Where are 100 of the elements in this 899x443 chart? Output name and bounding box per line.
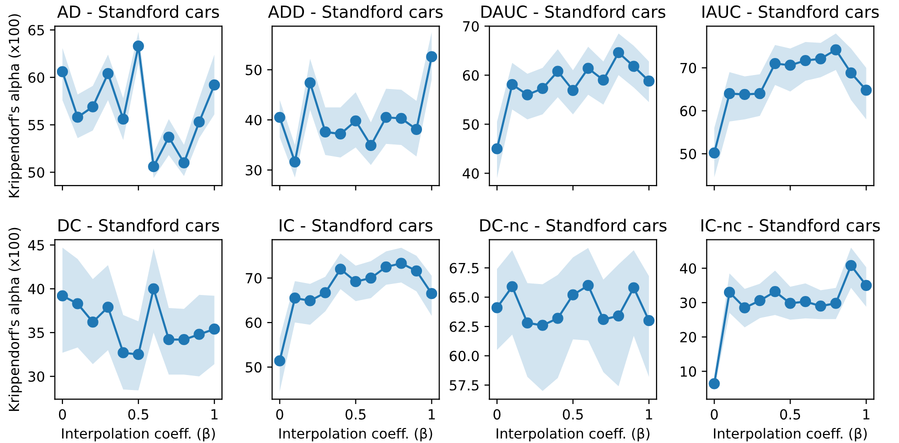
- point: [770, 286, 781, 298]
- x-tick-label: 1: [428, 409, 435, 420]
- chart-title: DAUC - Standford cars: [481, 5, 666, 18]
- point: [289, 156, 300, 168]
- x-tick-label: 0.5: [780, 409, 800, 420]
- y-tick-label: 40: [680, 263, 696, 274]
- x-tick-label: 0.5: [128, 409, 148, 420]
- point: [860, 280, 872, 291]
- point: [274, 112, 286, 123]
- y-tick-label: 67.5: [450, 262, 478, 274]
- y-tick-label: 70: [680, 62, 696, 74]
- x-axis-title: Interpolation coeff. (β): [62, 428, 215, 442]
- point: [410, 265, 422, 276]
- point: [845, 67, 857, 79]
- chart-title: IAUC - Standford cars: [702, 5, 879, 18]
- point: [208, 79, 220, 91]
- point: [426, 51, 438, 62]
- point: [118, 114, 129, 125]
- point: [163, 132, 174, 143]
- point: [537, 82, 548, 94]
- point: [537, 320, 548, 331]
- point: [289, 292, 300, 304]
- point: [87, 316, 98, 328]
- point: [178, 157, 190, 168]
- y-tick-label: 45: [28, 240, 44, 250]
- point: [860, 84, 872, 96]
- y-tick-label: 40: [245, 114, 262, 126]
- point: [320, 287, 331, 298]
- y-tick-label: 30: [680, 298, 696, 308]
- point: [598, 74, 609, 86]
- chart-title: ADD - Standford cars: [268, 5, 443, 18]
- point: [582, 280, 594, 292]
- point: [396, 112, 407, 124]
- point: [754, 294, 766, 306]
- point: [506, 78, 518, 90]
- y-tick-label: 50: [463, 119, 479, 130]
- x-axis-title: Interpolation coeff. (β): [279, 428, 432, 442]
- point: [56, 66, 68, 78]
- point: [830, 298, 842, 309]
- point: [770, 58, 781, 70]
- point: [72, 112, 84, 123]
- point: [613, 47, 624, 58]
- point: [739, 302, 750, 314]
- point: [72, 298, 84, 310]
- point: [784, 298, 796, 309]
- point: [426, 288, 438, 300]
- x-tick-label: 1: [646, 409, 652, 420]
- x-tick-label: 0.5: [346, 409, 366, 420]
- y-tick-label: 62.5: [450, 321, 478, 332]
- point: [491, 143, 503, 154]
- point: [643, 315, 655, 326]
- y-tick-label: 50: [28, 167, 44, 178]
- point: [304, 77, 316, 88]
- y-tick-label: 30: [28, 371, 44, 382]
- y-tick-label: 70: [246, 273, 262, 284]
- point: [754, 88, 766, 100]
- point: [102, 68, 114, 80]
- y-tick-label: 60: [680, 106, 696, 116]
- y-tick-label: 20: [680, 332, 696, 342]
- chart-title: DC-nc - Standford cars: [480, 218, 667, 232]
- y-tick-label: 70: [463, 21, 479, 32]
- point: [350, 276, 362, 288]
- point: [350, 115, 362, 126]
- point: [708, 147, 720, 158]
- point: [708, 378, 720, 390]
- y-tick-label: 60.0: [450, 350, 479, 362]
- point: [800, 54, 812, 66]
- point: [274, 355, 286, 366]
- point: [506, 281, 518, 292]
- point: [800, 296, 812, 308]
- point: [410, 124, 422, 135]
- point: [628, 282, 640, 294]
- y-tick-label: 60: [28, 72, 44, 83]
- point: [132, 348, 144, 360]
- y-tick-label: 40: [28, 284, 44, 294]
- y-axis-title: Krippendorf's alpha (x100): [8, 14, 22, 198]
- point: [132, 40, 144, 52]
- point: [552, 312, 564, 324]
- y-tick-label: 50: [680, 148, 696, 160]
- point: [163, 334, 174, 346]
- x-tick-label: 0: [276, 409, 284, 420]
- x-axis-title: Interpolation coeff. (β): [714, 428, 867, 442]
- y-tick-label: 10: [680, 366, 696, 377]
- x-tick-label: 0: [494, 409, 500, 420]
- y-tick-label: 57.5: [450, 380, 478, 391]
- point: [365, 272, 376, 284]
- point: [148, 283, 160, 294]
- point: [830, 44, 842, 56]
- point: [194, 328, 205, 340]
- point: [784, 60, 796, 71]
- point: [102, 302, 114, 313]
- point: [724, 286, 736, 298]
- point: [380, 112, 392, 123]
- point: [194, 116, 205, 128]
- point: [628, 60, 640, 72]
- x-tick-label: 1: [863, 409, 870, 420]
- point: [567, 289, 579, 300]
- point: [380, 261, 392, 272]
- point: [334, 128, 346, 140]
- point: [118, 347, 129, 358]
